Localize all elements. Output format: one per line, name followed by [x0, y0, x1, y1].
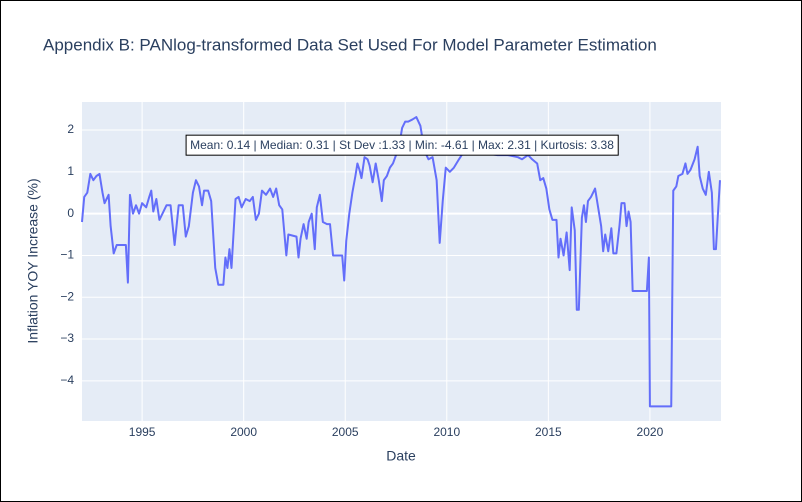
y-axis-title: Inflation YOY Increase (%) — [25, 178, 41, 343]
x-tick-label: 2010 — [433, 425, 460, 439]
data-line — [81, 116, 721, 408]
y-tick-label: −3 — [60, 331, 74, 345]
y-tick-label: −1 — [60, 248, 74, 262]
x-axis-title: Date — [386, 448, 416, 464]
marks — [81, 116, 721, 408]
y-tick-label: 2 — [67, 122, 74, 136]
x-tick-label: 1995 — [129, 425, 156, 439]
annotation-box — [185, 134, 619, 156]
x-tick-label: 2020 — [637, 425, 664, 439]
y-tick-label: −4 — [60, 373, 74, 387]
x-tick-label: 2005 — [332, 425, 359, 439]
y-tick-label: 0 — [67, 206, 74, 220]
annotation-text: Mean: 0.14 | Median: 0.31 | St Dev :1.33… — [190, 138, 614, 152]
y-tick-label: −2 — [60, 289, 74, 303]
y-tick-label: 1 — [67, 164, 74, 178]
chart-title: Appendix B: PANlog-transformed Data Set … — [43, 35, 657, 54]
x-tick-label: 2015 — [535, 425, 562, 439]
annotation: Mean: 0.14 | Median: 0.31 | St Dev :1.33… — [185, 134, 619, 156]
x-tick-label: 2000 — [230, 425, 257, 439]
labels: −4 −3 −2 −1 0 1 2 1995 2000 2005 2010 2015 2020 — [60, 122, 663, 439]
